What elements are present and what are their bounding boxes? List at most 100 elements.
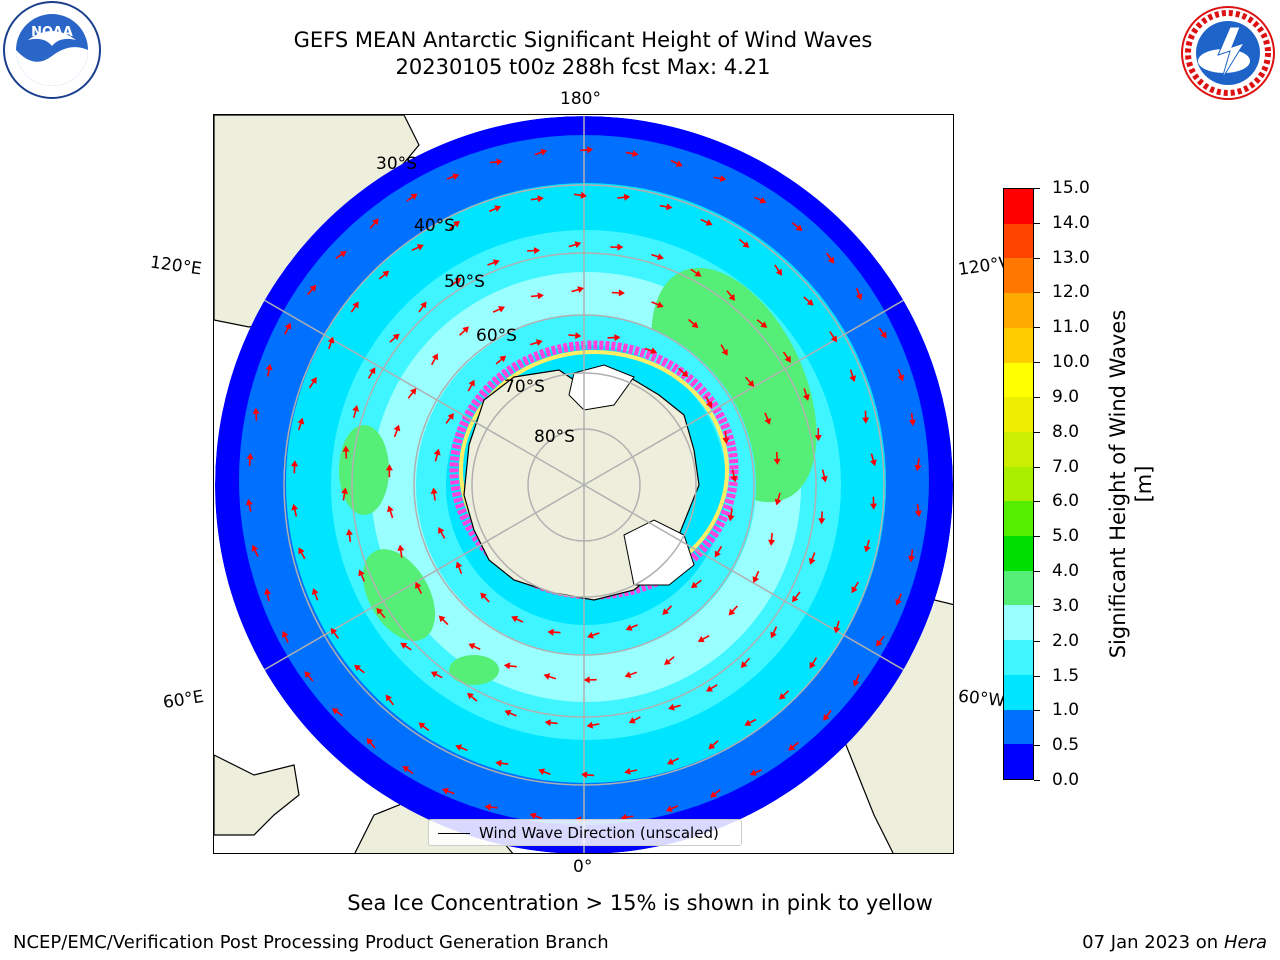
wind-arrow [495,355,507,365]
wind-arrow [870,496,878,510]
wind-arrow [385,464,393,478]
wind-arrow [730,469,738,483]
lat-label-60s: 60°S [476,326,517,346]
wind-arrow [378,270,390,280]
lon-label-180: 180° [560,89,601,109]
colorbar-segment [1004,640,1033,675]
colorbar-segment [1004,744,1033,779]
wind-arrow [851,581,859,594]
wind-arrow [503,662,517,670]
lat-label-50s: 50°S [444,272,485,292]
wind-arrow [327,336,335,350]
colorbar-tick-label: 9.0 [1052,386,1080,407]
wind-arrow [281,630,289,643]
wind-arrow [814,428,822,442]
wind-arrow [467,692,478,702]
wind-arrow [284,322,292,335]
colorbar-ticks: 0.0 0.5 1.0 1.5 2.0 3.0 4.0 5.0 6.0 7.0 8.0 9.0 10.0… [1034,178,1114,790]
wind-arrow [492,306,505,313]
wind-arrow [580,146,594,154]
wind-arrow [568,332,582,340]
colorbar-tick-label: 5.0 [1052,526,1080,547]
wind-arrow [291,460,299,474]
wind-arrow [251,544,259,557]
colorbar-tick-label: 11.0 [1052,317,1090,338]
wind-arrow [376,607,386,619]
colorbar-tick-label: 1.5 [1052,665,1080,686]
wind-arrow [878,327,887,339]
wind-arrow [802,388,810,401]
colorbar-segment [1004,536,1033,571]
wind-arrow [624,671,638,678]
wind-arrow [433,448,441,462]
wind-arrow [738,238,750,248]
wind-arrow [264,588,271,602]
footer-date: 07 Jan 2023 on Hera [1082,932,1267,953]
wind-arrow [298,547,306,560]
wind-arrow [430,353,439,366]
colorbar-tick-label: 6.0 [1052,491,1080,512]
colorbar-tick-label: 2.0 [1052,630,1080,651]
wind-arrow [571,286,584,293]
colorbar-tick-label: 13.0 [1052,247,1090,268]
wind-arrow [543,673,557,680]
colorbar [1003,188,1034,780]
colorbar-tick-label: 12.0 [1052,282,1090,303]
wind-arrow [667,757,680,765]
wind-arrow [581,771,595,779]
wind-arrow [908,412,916,426]
wind-arrow [818,511,826,525]
wind-arrow [445,413,454,424]
chart-title: GEFS MEAN Antarctic Significant Height o… [293,28,873,52]
wind-arrow [610,243,624,251]
wind-arrow [833,620,841,634]
wind-arrow [402,765,414,775]
lon-label-120e: 120°E [148,252,203,280]
wind-arrow [662,605,673,615]
wind-arrow [369,218,379,229]
wind-arrow [307,284,317,296]
wind-arrow [700,218,713,226]
wind-arrow [397,544,405,558]
wind-arrow [335,251,347,259]
colorbar-tick-label: 14.0 [1052,212,1090,233]
wind-arrow [829,331,837,343]
colorbar-segment [1004,258,1033,294]
wind-arrow [764,412,771,425]
wind-arrow [304,671,314,682]
wind-arrow [297,417,305,431]
wind-arrow [480,592,490,603]
wind-arrow [690,268,702,277]
wind-arrow [568,241,582,248]
wind-arrow [914,503,922,517]
wind-arrow [530,292,544,300]
wind-arrow [677,367,689,377]
lat-label-70s: 70°S [504,377,545,397]
wind-arrow [826,252,835,264]
footer-host: Hera [1223,932,1267,953]
colorbar-segment [1004,674,1033,710]
wind-arrow [651,253,664,261]
wind-arrow [706,684,718,692]
wind-arrow [862,410,870,424]
wind-arrow [659,203,673,211]
wind-arrow [538,768,551,776]
wind-arrow [345,528,353,542]
wind-arrow [488,205,502,213]
lat-label-40s: 40°S [414,216,455,236]
footer-credit: NCEP/EMC/Verification Post Processing Pr… [13,932,609,953]
wind-arrow [670,159,683,167]
wind-arrow [628,716,641,724]
footer-date-text: 07 Jan 2023 on [1082,932,1219,953]
wind-arrow [744,376,755,387]
wind-arrow [342,445,350,459]
wind-arrow [418,301,427,313]
wind-arrow [788,741,799,751]
wind-arrow [246,453,254,467]
wind-arrow [808,552,816,565]
wind-arrow [870,453,877,467]
nws-logo [1181,6,1275,100]
wind-arrow [770,626,778,639]
sea-ice-note: Sea Ice Concentration > 15% is shown in … [347,891,933,915]
wind-arrow [484,803,498,811]
